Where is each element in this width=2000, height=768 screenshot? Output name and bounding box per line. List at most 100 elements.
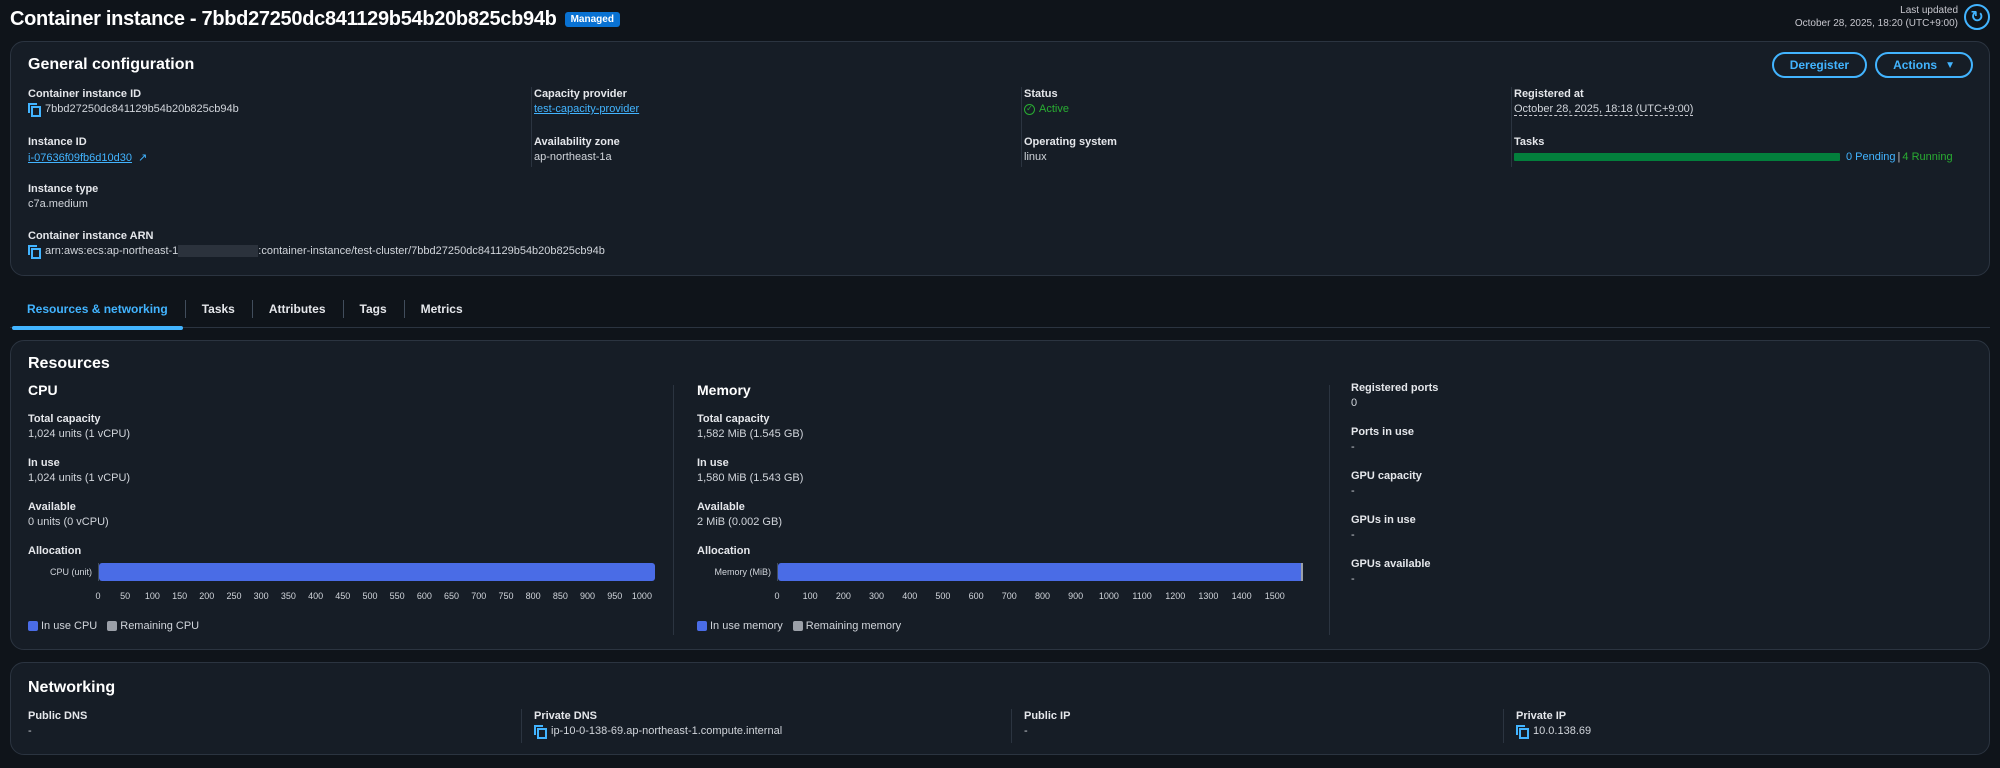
registered-at: Registered at October 28, 2025, 18:18 (U… xyxy=(1514,88,1694,116)
legend-inuse-cpu[interactable]: In use CPU xyxy=(28,620,97,632)
public-dns-label: Public DNS xyxy=(28,710,88,722)
gpu-capacity: GPU capacity - xyxy=(1351,470,1422,497)
axis-tick-label: 900 xyxy=(580,591,596,601)
tasks-label: Tasks xyxy=(1514,136,1545,148)
status: Status ✓ Active xyxy=(1024,88,1069,115)
instance-type-label: Instance type xyxy=(28,183,99,195)
swatch-inuse xyxy=(28,621,38,631)
memory-allocation: Allocation xyxy=(697,545,750,560)
gpus-in-use: GPUs in use - xyxy=(1351,514,1416,541)
deregister-button[interactable]: Deregister xyxy=(1771,52,1868,78)
public-dns: Public DNS - xyxy=(28,710,87,737)
legend-inuse-memory-label: In use memory xyxy=(710,620,783,632)
axis-tick-label: 700 xyxy=(471,591,487,601)
memory-available-label: Available xyxy=(697,501,745,513)
cpu-inuse-label: In use xyxy=(28,457,60,469)
private-dns-label: Private DNS xyxy=(534,710,597,722)
registered-ports: Registered ports 0 xyxy=(1351,382,1438,409)
container-instance-arn: Container instance ARN arn:aws:ecs:ap-no… xyxy=(28,230,605,260)
registered-ports-value: 0 xyxy=(1351,397,1358,409)
cpu-in-use: In use 1,024 units (1 vCPU) xyxy=(28,457,130,484)
availability-zone-label: Availability zone xyxy=(534,136,620,148)
column-divider xyxy=(1021,87,1022,167)
actions-button[interactable]: Actions ▼ xyxy=(1875,52,1973,78)
copy-icon[interactable] xyxy=(1516,725,1529,739)
copy-icon[interactable] xyxy=(534,725,547,739)
cpu-inuse-bar[interactable] xyxy=(99,563,655,581)
instance-id-label: Instance ID xyxy=(28,136,87,148)
last-updated-label: Last updated xyxy=(1900,5,1958,16)
private-dns: Private DNS ip-10-0-138-69.ap-northeast-… xyxy=(534,710,782,739)
axis-tick-label: 700 xyxy=(1001,591,1017,601)
legend-remaining-cpu-label: Remaining CPU xyxy=(120,620,200,632)
instance-id-link[interactable]: i-07636f09fb6d10d30 xyxy=(28,151,132,164)
tab-tags[interactable]: Tags xyxy=(342,296,404,328)
memory-total-label: Total capacity xyxy=(697,413,770,425)
cpu-title: CPU xyxy=(28,382,58,398)
axis-tick-label: 350 xyxy=(280,591,296,601)
memory-inuse-value: 1,580 MiB (1.543 GB) xyxy=(697,472,804,484)
networking-card: Networking Public DNS - Private DNS ip-1… xyxy=(10,662,1990,755)
public-ip-label: Public IP xyxy=(1024,710,1071,722)
swatch-inuse xyxy=(697,621,707,631)
managed-badge: Managed xyxy=(564,11,620,27)
axis-tick-label: 250 xyxy=(226,591,242,601)
memory-total-value: 1,582 MiB (1.545 GB) xyxy=(697,428,804,440)
status-value: Active xyxy=(1039,103,1069,115)
legend-remaining-memory-label: Remaining memory xyxy=(805,620,902,632)
tab-metrics[interactable]: Metrics xyxy=(403,296,480,328)
legend-inuse-cpu-label: In use CPU xyxy=(41,620,98,632)
axis-tick-label: 600 xyxy=(416,591,432,601)
public-ip-value: - xyxy=(1024,725,1028,737)
general-configuration-title: General configuration xyxy=(28,56,195,73)
legend-remaining-cpu[interactable]: Remaining CPU xyxy=(107,620,199,632)
axis-tick-label: 300 xyxy=(253,591,269,601)
deregister-label: Deregister xyxy=(1789,58,1850,72)
memory-remaining-bar[interactable] xyxy=(1301,563,1303,581)
private-ip: Private IP 10.0.138.69 xyxy=(1516,710,1591,739)
registered-at-value[interactable]: October 28, 2025, 18:18 (UTC+9:00) xyxy=(1514,103,1694,116)
memory-allocation-label: Allocation xyxy=(697,545,751,557)
operating-system-value: linux xyxy=(1024,151,1047,163)
tab-attributes[interactable]: Attributes xyxy=(251,296,343,328)
legend-inuse-memory[interactable]: In use memory xyxy=(697,620,783,632)
axis-tick-label: 200 xyxy=(835,591,851,601)
last-updated: Last updated October 28, 2025, 18:20 (UT… xyxy=(1795,4,1958,30)
tab-resources-networking[interactable]: Resources & networking xyxy=(10,296,185,330)
axis-tick-label: 500 xyxy=(362,591,378,601)
memory-inuse-bar[interactable] xyxy=(778,563,1301,581)
gpus-available-value: - xyxy=(1351,573,1355,585)
gpus-available-label: GPUs available xyxy=(1351,558,1431,570)
availability-zone-value: ap-northeast-1a xyxy=(534,151,612,163)
axis-tick-label: 0 xyxy=(95,591,101,601)
capacity-provider-label: Capacity provider xyxy=(534,88,627,100)
axis-tick-label: 950 xyxy=(607,591,623,601)
tasks-pending-link[interactable]: 0 Pending xyxy=(1846,151,1896,163)
refresh-icon: ↻ xyxy=(1970,9,1984,26)
refresh-button[interactable]: ↻ xyxy=(1964,4,1990,30)
column-divider xyxy=(1011,709,1012,743)
tasks-running-link[interactable]: 4 Running xyxy=(1902,151,1953,163)
copy-icon[interactable] xyxy=(28,103,41,117)
redacted-account-id xyxy=(178,245,259,258)
capacity-provider-link[interactable]: test-capacity-provider xyxy=(534,103,640,115)
axis-tick-label: 1500 xyxy=(1264,591,1285,601)
resources-card: Resources CPU Total capacity 1,024 units… xyxy=(10,340,1990,650)
page-header: Container instance - 7bbd27250dc841129b5… xyxy=(10,4,1990,34)
arn-suffix: :container-instance/test-cluster/7bbd272… xyxy=(258,245,605,257)
legend-remaining-memory[interactable]: Remaining memory xyxy=(792,620,902,632)
axis-tick-label: 0 xyxy=(774,591,780,601)
gpu-capacity-label: GPU capacity xyxy=(1351,470,1422,482)
axis-tick-label: 100 xyxy=(144,591,160,601)
axis-tick-label: 650 xyxy=(444,591,460,601)
column-divider xyxy=(521,709,522,743)
memory-allocation-chart: Memory (MiB) xyxy=(697,563,1303,581)
gpus-in-use-label: GPUs in use xyxy=(1351,514,1416,526)
axis-tick-label: 450 xyxy=(335,591,351,601)
axis-tick-label: 800 xyxy=(1034,591,1050,601)
axis-tick-label: 1000 xyxy=(1098,591,1119,601)
tab-tasks[interactable]: Tasks xyxy=(184,296,252,328)
instance-id: Instance ID i-07636f09fb6d10d30 ↗ xyxy=(28,136,147,164)
copy-icon[interactable] xyxy=(28,245,41,260)
cpu-allocation-chart: CPU (unit) xyxy=(28,563,655,581)
